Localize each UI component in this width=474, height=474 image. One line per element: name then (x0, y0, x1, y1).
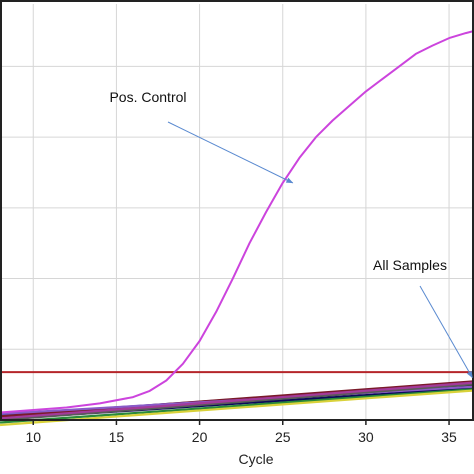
x-tick-label: 15 (109, 429, 125, 445)
x-tick-label: 10 (25, 429, 41, 445)
series-line-sample (0, 380, 474, 418)
gridlines (0, 4, 474, 421)
annotation-layer: Pos. Control All Samples (109, 89, 473, 379)
x-tick-label: 35 (441, 429, 457, 445)
series-layer (0, 30, 474, 427)
x-tick-label: 25 (275, 429, 291, 445)
series-line-sample (0, 388, 474, 424)
x-axis-ticks: 10 15 20 25 30 35 (25, 420, 457, 445)
x-tick-label: 20 (192, 429, 208, 445)
series-line-sample (0, 383, 474, 422)
series-line-positive-control (0, 30, 474, 414)
annotation-arrow-all-samples (419, 285, 473, 379)
annotation-arrow-pos-control (167, 121, 294, 184)
plot-frame (0, 0, 474, 421)
x-axis-title: Cycle (238, 451, 273, 467)
series-line-sample (0, 381, 474, 420)
annotation-all-samples: All Samples (373, 257, 447, 273)
x-tick-label: 30 (358, 429, 374, 445)
annotation-pos-control: Pos. Control (109, 89, 186, 105)
